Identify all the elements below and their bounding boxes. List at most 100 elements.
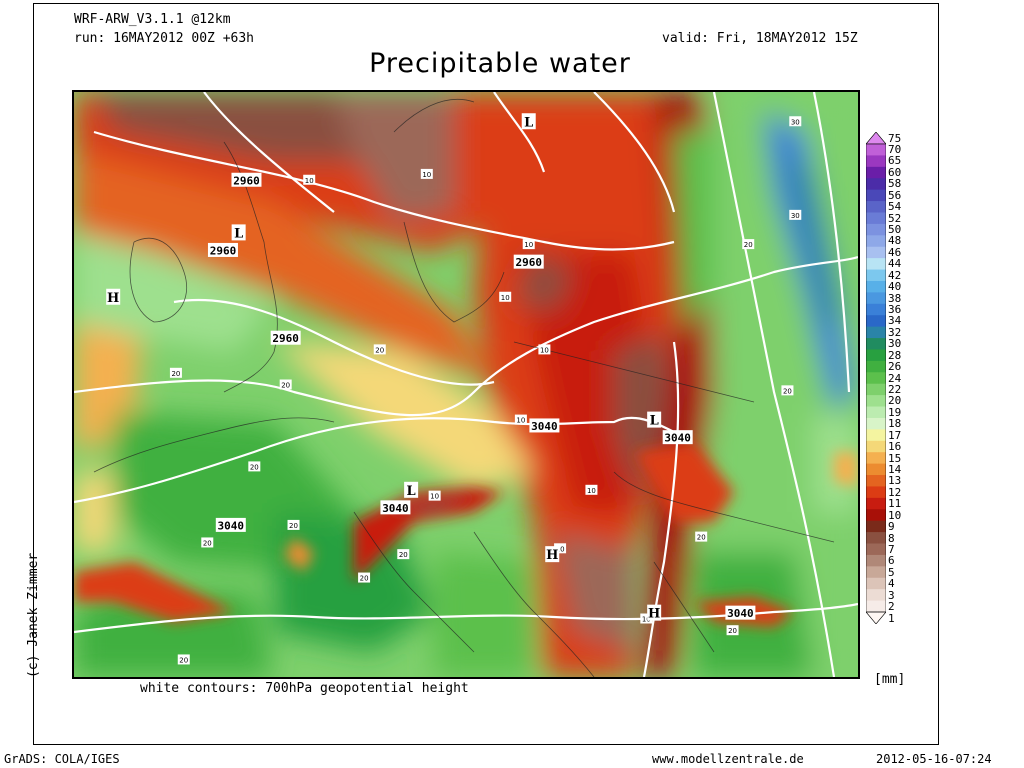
low-pressure-marker: L	[521, 113, 536, 130]
colorbar-level-label: 18	[888, 417, 902, 431]
colorbar-swatch	[866, 292, 886, 305]
pw-label: 10	[499, 291, 512, 302]
pw-label: 20	[373, 344, 386, 355]
pw-label: 20	[201, 537, 214, 548]
colorbar-level-label: 70	[888, 142, 902, 156]
colorbar-level-label: 34	[888, 314, 902, 328]
footer-website[interactable]: www.modellzentrale.de	[652, 752, 804, 766]
colorbar-swatch	[866, 246, 886, 259]
colorbar-swatch	[866, 532, 886, 544]
pressure-center-text: H	[546, 548, 558, 563]
pw-label: 20	[742, 239, 755, 250]
moisture-field	[74, 92, 858, 677]
pw-label: 10	[640, 613, 653, 624]
height-label: 3040	[215, 517, 246, 532]
colorbar-level-label: 42	[888, 268, 902, 282]
colorbar-swatch	[866, 155, 886, 168]
height-label-text: 3040	[382, 502, 409, 515]
colorbar-level-label: 11	[888, 497, 902, 511]
pw-label-text: 10	[305, 177, 314, 185]
pw-label-text: 10	[642, 616, 651, 624]
colorbar-level-label: 75	[888, 131, 902, 145]
pw-label: 20	[695, 531, 708, 542]
pw-label-text: 20	[171, 370, 180, 378]
colorbar-swatch	[866, 589, 886, 601]
colorbar-swatch	[866, 235, 886, 248]
colorbar-bottom-arrow	[866, 611, 886, 624]
pw-label: 20	[169, 367, 182, 378]
height-label-text: 3040	[664, 432, 691, 445]
pw-label-text: 20	[783, 387, 792, 395]
colorbar-top-arrow	[866, 132, 886, 145]
colorbar-swatch	[866, 372, 886, 385]
colorbar-level-label: 48	[888, 234, 902, 248]
pw-label: 20	[397, 549, 410, 560]
pw-label: 20	[287, 519, 300, 530]
colorbar-level-label: 15	[888, 451, 902, 465]
pw-label-text: 30	[791, 212, 800, 220]
colorbar-swatch	[866, 201, 886, 213]
colorbar-swatch	[866, 452, 886, 465]
precipitable-water-labels: 10 10 10 10 10 10 10 10 10 10 20 20 20 20 20 20 20 20 20 20…	[169, 116, 802, 665]
colorbar-level-label: 8	[888, 531, 895, 545]
pw-label: 10	[585, 484, 598, 495]
colorbar-level-label: 52	[888, 211, 902, 225]
author-credit: (c) Janek Zimmer	[26, 552, 41, 678]
pressure-center-text: H	[648, 607, 660, 622]
colorbar-swatch	[866, 269, 886, 282]
pressure-center-text: H	[107, 291, 119, 306]
colorbar-swatch	[866, 543, 886, 556]
map-panel: 2960 2960 2960 2960 3040 3040 3040 3040 3040 10 1…	[72, 90, 860, 679]
high-pressure-marker: H	[647, 604, 662, 622]
height-label-text: 3040	[218, 519, 245, 532]
pw-label-text: 10	[587, 487, 596, 495]
footer-timestamp: 2012-05-16-07:24	[876, 752, 992, 766]
high-pressure-marker: H	[106, 288, 121, 306]
height-label: 2960	[270, 330, 301, 345]
colorbar-swatch	[866, 223, 886, 236]
height-label: 2960	[513, 254, 544, 269]
colorbar-level-label: 24	[888, 371, 902, 385]
low-pressure-marker: L	[647, 411, 662, 429]
height-label-text: 3040	[727, 607, 754, 620]
pw-label: 10	[554, 543, 567, 554]
colorbar-level-label: 3	[888, 588, 895, 602]
pw-label: 10	[420, 168, 433, 179]
pw-label-text: 20	[289, 522, 298, 530]
colorbar-swatch	[866, 349, 886, 362]
colorbar-level-label: 58	[888, 177, 902, 191]
colorbar-level-label: 60	[888, 165, 902, 179]
colorbar-level-label: 28	[888, 348, 902, 362]
height-label: 3040	[725, 605, 756, 620]
pw-label: 30	[789, 116, 802, 127]
colorbar-swatch	[866, 144, 886, 156]
colorbar-swatch	[866, 577, 886, 590]
pressure-center-text: L	[407, 484, 416, 499]
colorbar-swatch	[866, 338, 886, 350]
colorbar-level-label: 4	[888, 577, 895, 591]
height-label: 3040	[529, 418, 560, 433]
colorbar-level-label: 50	[888, 222, 902, 236]
coastlines	[93, 98, 835, 677]
colorbar-level-label: 32	[888, 325, 902, 339]
height-label-text: 2960	[515, 256, 542, 269]
pressure-center-labels: L L L L H H H	[106, 113, 662, 622]
colorbar-swatch	[866, 383, 886, 396]
pw-label: 20	[248, 461, 261, 472]
pw-label-text: 20	[728, 627, 737, 635]
pw-label: 20	[781, 385, 794, 396]
height-label: 2960	[231, 172, 262, 187]
colorbar-level-label: 2	[888, 600, 895, 614]
colorbar-swatch	[866, 440, 886, 453]
pw-label-text: 20	[203, 539, 212, 547]
colorbar-swatch	[866, 429, 886, 442]
low-pressure-marker: L	[404, 481, 419, 499]
colorbar-swatch	[866, 486, 886, 499]
colorbar-level-label: 1	[888, 611, 895, 625]
colorbar-level-label: 22	[888, 382, 902, 396]
run-label: run: 16MAY2012 00Z +63h	[74, 31, 255, 46]
pw-label-text: 10	[556, 545, 565, 553]
colorbar-swatch	[866, 463, 886, 476]
colorbar-swatch	[866, 189, 886, 202]
